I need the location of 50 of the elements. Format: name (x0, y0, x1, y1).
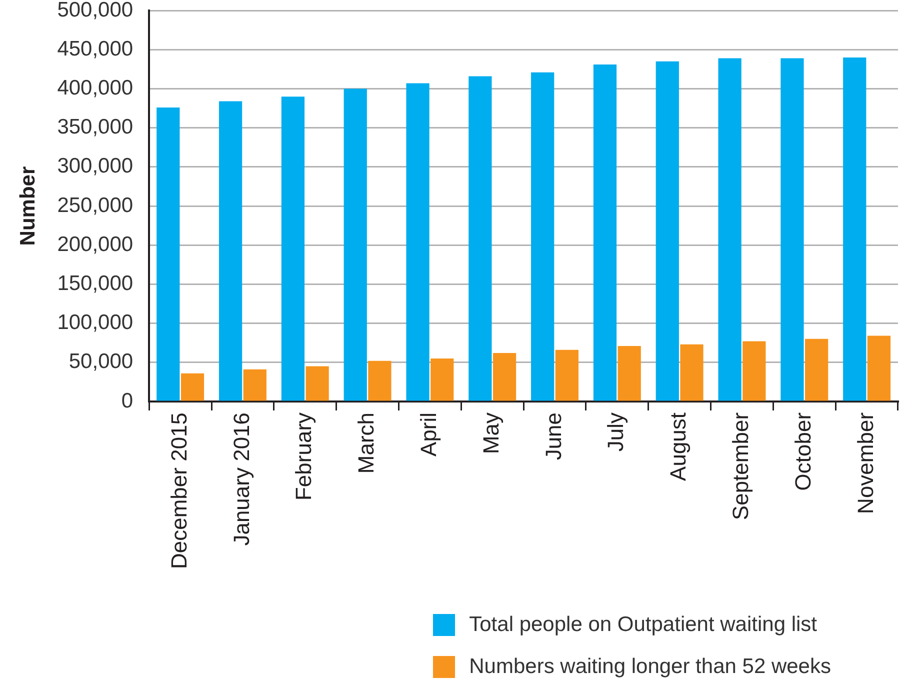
bar (555, 350, 578, 401)
bar (780, 58, 804, 401)
bar (593, 64, 617, 401)
bar (430, 358, 454, 401)
bar (243, 369, 266, 401)
y-tick-label: 350,000 (57, 116, 134, 139)
x-tick-label: January 2016 (228, 412, 254, 546)
y-tick-label: 150,000 (57, 272, 134, 295)
y-tick-label: 200,000 (57, 232, 134, 256)
legend-label: Total people on Outpatient waiting list (469, 613, 818, 637)
bar (406, 83, 430, 401)
x-tick-label: December 2015 (166, 412, 192, 570)
y-tick-label: 100,000 (57, 311, 134, 334)
bar (368, 360, 392, 401)
y-axis-title: Number (16, 166, 40, 246)
bar (218, 101, 242, 401)
bar (156, 108, 180, 401)
x-tick-label: February (291, 412, 316, 501)
bar (468, 76, 492, 401)
y-tick-label: 250,000 (57, 194, 134, 217)
bar (306, 366, 329, 401)
y-tick-label: 400,000 (57, 76, 134, 100)
bar (281, 96, 305, 401)
bar (180, 373, 204, 401)
x-tick-label: March (354, 412, 379, 474)
y-tick-label: 50,000 (68, 350, 134, 374)
x-tick-label: July (603, 412, 628, 452)
x-tick-label: November (852, 412, 878, 514)
y-tick-label: 0 (121, 389, 134, 412)
x-tick-label: September (728, 412, 754, 520)
bar (742, 341, 766, 401)
x-tick-label: May (478, 412, 504, 454)
x-tick-label: August (666, 412, 691, 481)
bar (867, 336, 891, 401)
bar (492, 353, 516, 401)
x-tick-label: April (416, 412, 442, 456)
bar (531, 72, 554, 401)
legend-label: Numbers waiting longer than 52 weeks (469, 655, 831, 679)
bar (804, 338, 828, 401)
x-tick-label: October (790, 412, 816, 491)
y-tick-label: 500,000 (57, 0, 134, 22)
bar (680, 344, 704, 401)
bar (843, 58, 866, 401)
bar (718, 58, 742, 401)
bar (656, 61, 679, 401)
x-tick-label: June (540, 412, 566, 460)
y-tick-label: 450,000 (57, 37, 134, 60)
y-tick-label: 300,000 (57, 154, 134, 178)
bar (344, 88, 367, 401)
bar (618, 346, 641, 401)
